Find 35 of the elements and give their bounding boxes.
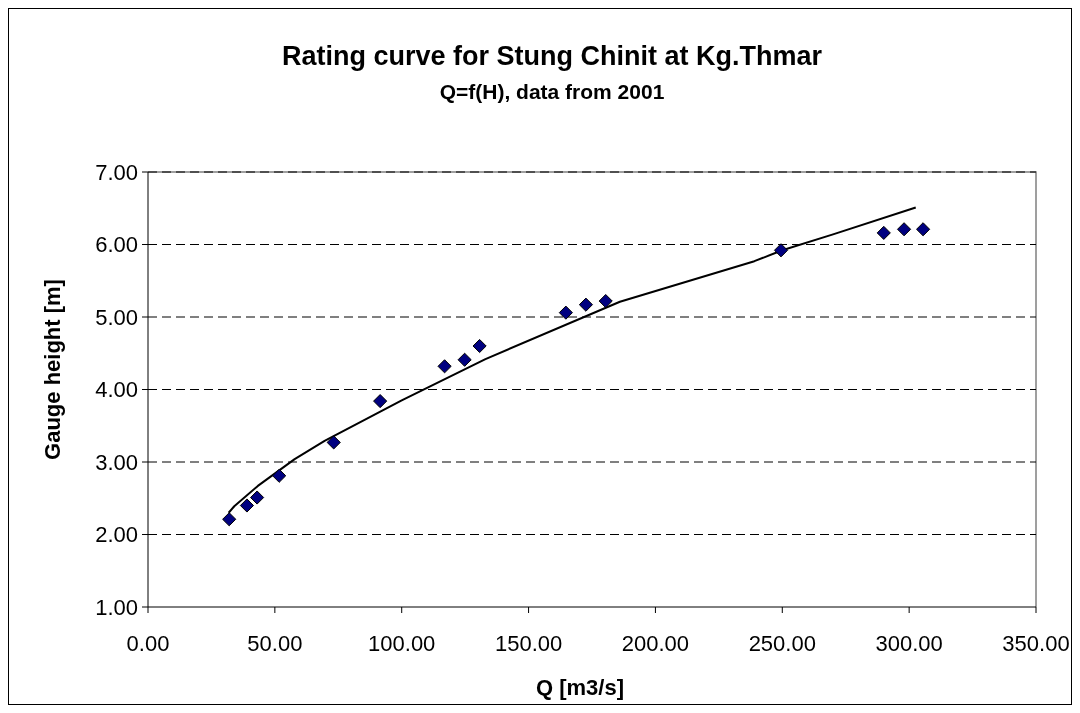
point: [773, 243, 789, 258]
point: [272, 468, 287, 483]
point: [239, 498, 255, 513]
y-tick-label: 7.00: [95, 159, 138, 185]
x-tick-label: 200.00: [621, 631, 690, 656]
point: [250, 490, 265, 505]
y-axis-title: Gauge height [m]: [40, 279, 65, 460]
chart-subtitle: Q=f(H), data from 2001: [439, 80, 665, 103]
y-tick-label: 1.00: [95, 594, 138, 620]
x-tick-label: 0.00: [126, 631, 170, 656]
point: [373, 394, 388, 409]
y-tick-label: 4.00: [95, 377, 138, 403]
x-tick-label: 150.00: [494, 631, 563, 656]
point: [578, 297, 593, 312]
x-tick-label: 250.00: [748, 631, 816, 656]
point: [916, 222, 931, 237]
x-tick-label: 350.00: [1002, 631, 1070, 656]
point: [457, 352, 472, 367]
point: [558, 305, 573, 320]
point: [437, 359, 452, 374]
chart-title: Rating curve for Stung Chinit at Kg.Thmar: [281, 41, 823, 71]
y-tick-label: 6.00: [95, 232, 138, 258]
point: [876, 225, 891, 240]
point: [897, 222, 912, 237]
y-tick-label: 5.00: [95, 304, 138, 330]
x-tick-label: 50.00: [247, 631, 303, 656]
x-axis-title: Q [m3/s]: [535, 675, 625, 700]
point: [326, 435, 341, 450]
point: [472, 338, 487, 354]
point: [222, 512, 237, 527]
y-tick-label: 3.00: [95, 449, 138, 475]
y-tick-label: 2.00: [95, 522, 138, 548]
x-tick-label: 100.00: [368, 631, 436, 656]
x-tick-label: 300.00: [875, 631, 943, 656]
point: [598, 293, 613, 309]
